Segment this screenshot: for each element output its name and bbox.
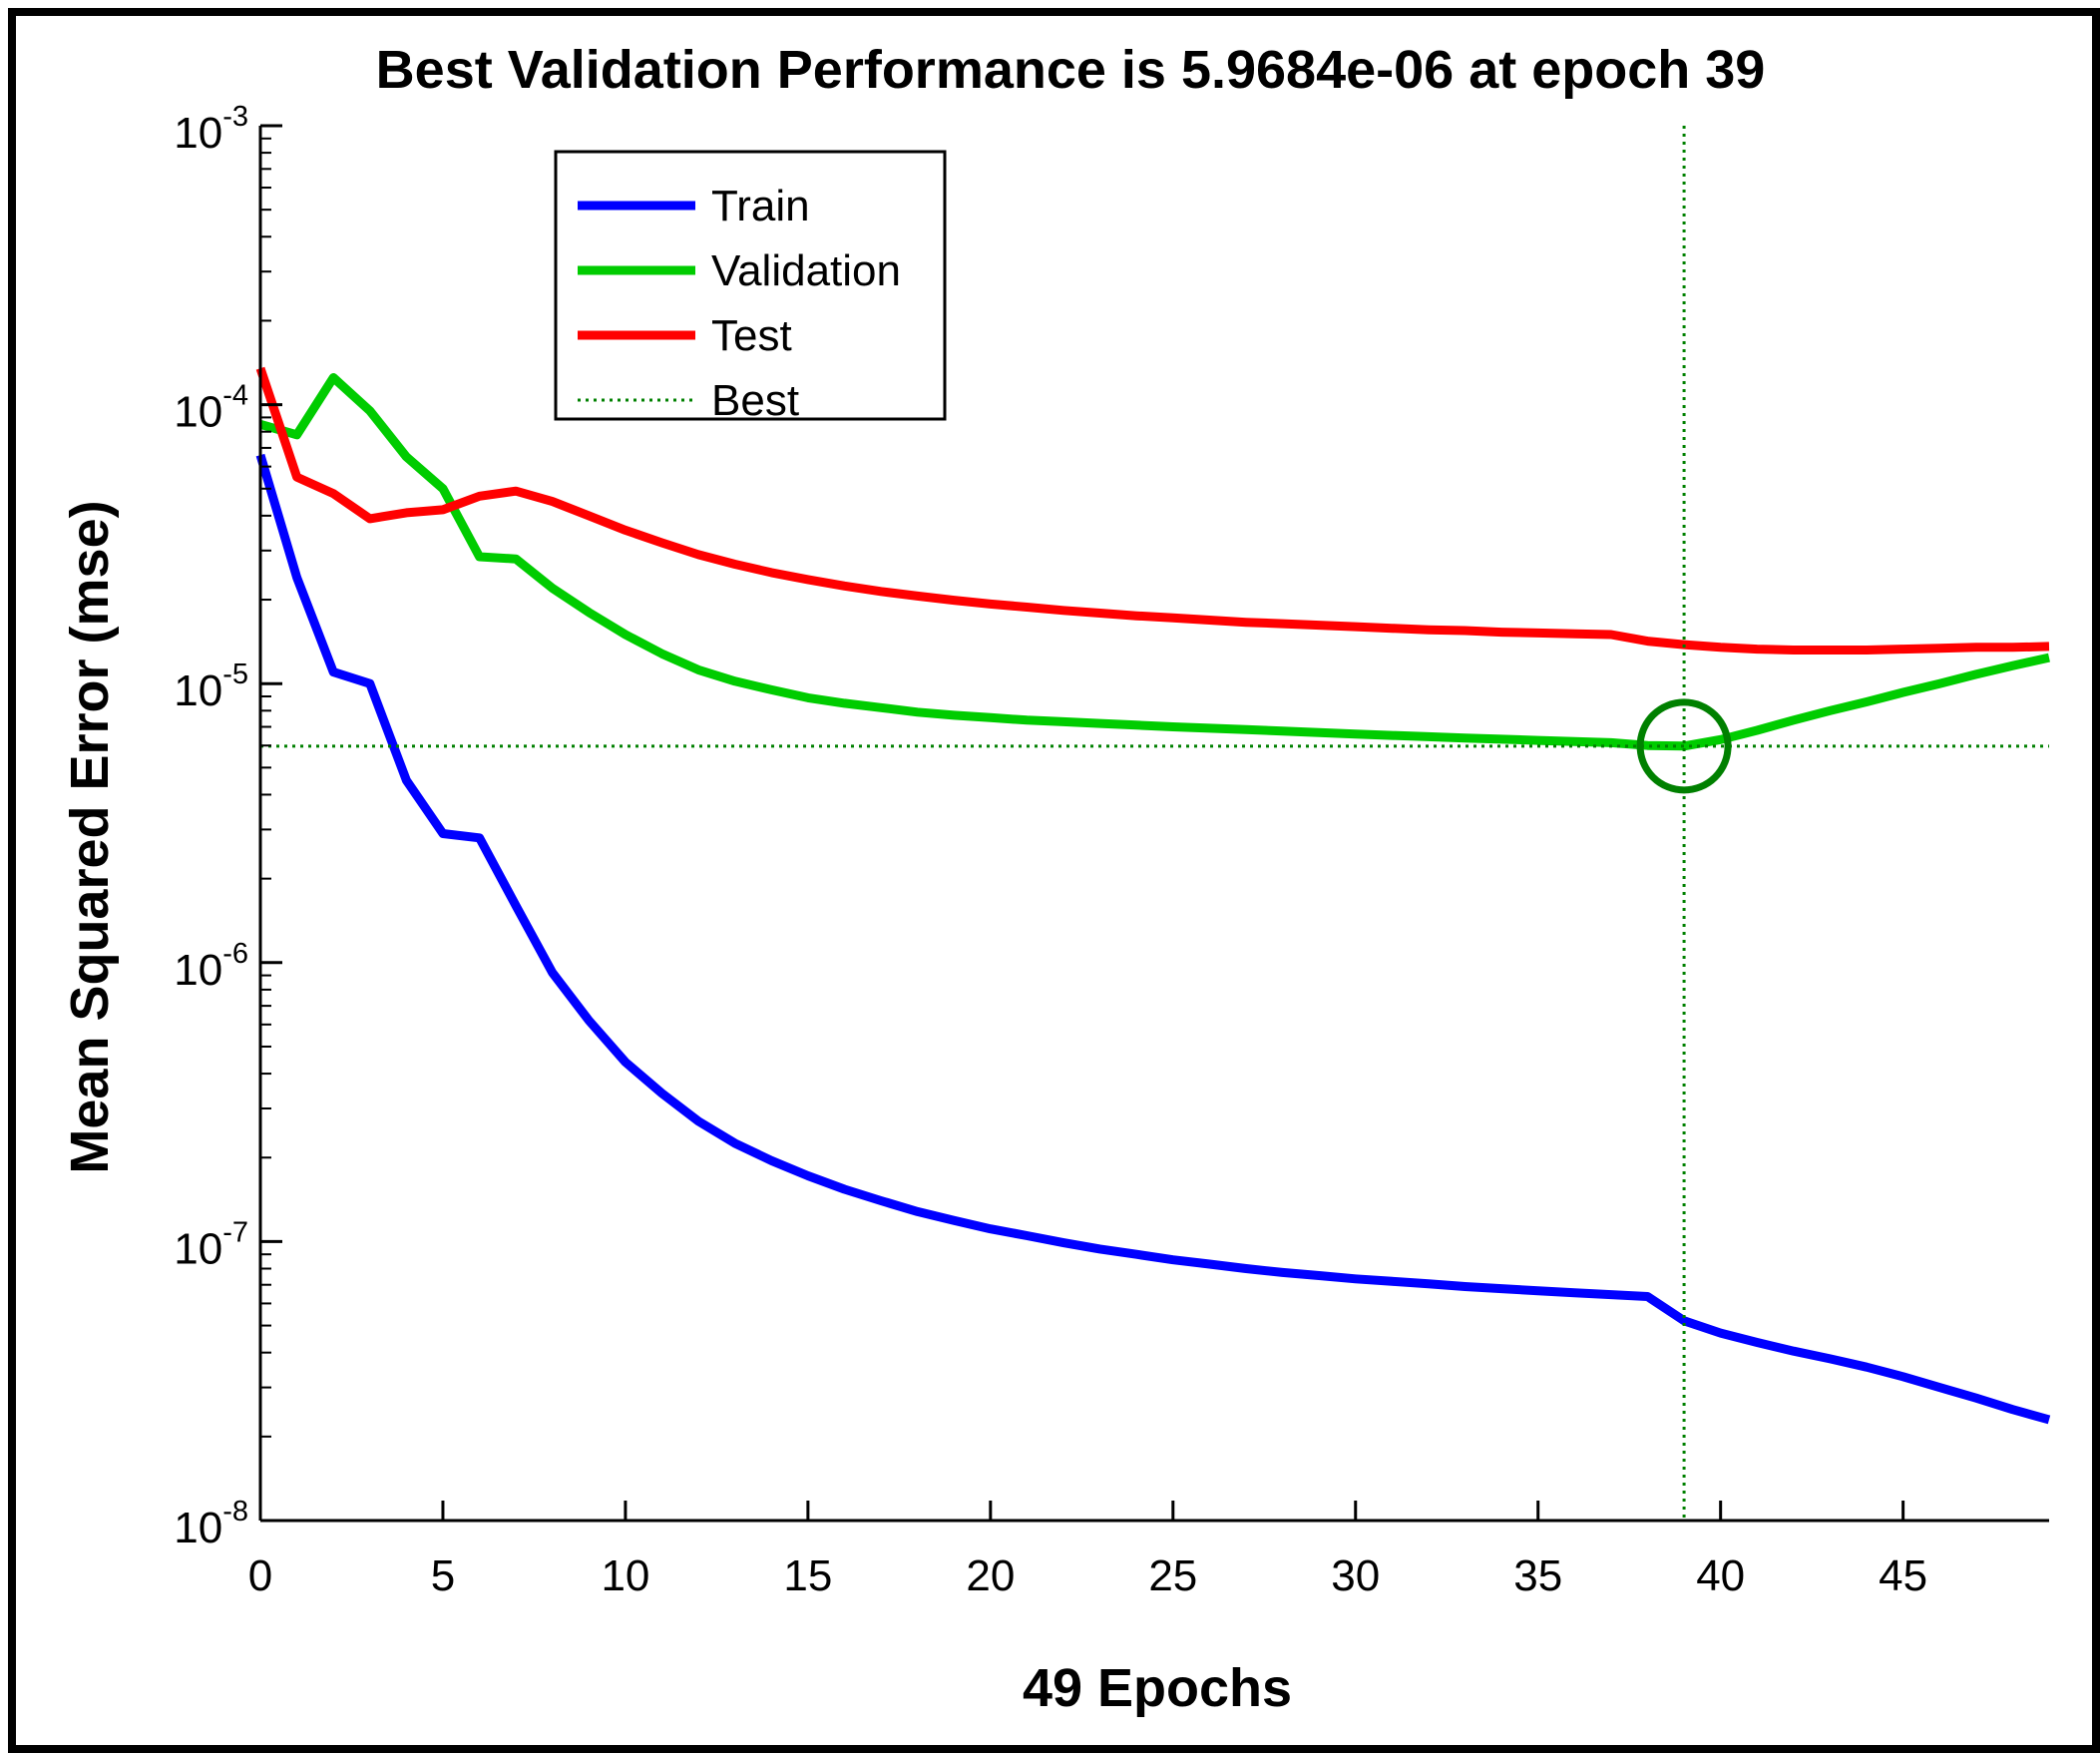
legend-label-train: Train (711, 182, 810, 230)
y-axis-label: Mean Squared Error (mse) (60, 500, 120, 1173)
y-tick-label: 10-3 (174, 101, 248, 158)
y-tick-label: 10-7 (174, 1216, 248, 1273)
series-line-validation (258, 373, 2050, 751)
x-tick-label: 25 (1148, 1551, 1197, 1600)
legend-label-best: Best (711, 376, 799, 425)
y-tick-label: 10-8 (174, 1496, 248, 1552)
chart-title: Best Validation Performance is 5.9684e-0… (376, 40, 1766, 100)
y-tick-label: 10-5 (174, 658, 248, 715)
x-tick-label: 15 (783, 1551, 832, 1600)
x-tick-label: 20 (966, 1551, 1015, 1600)
best-marker-circle (1636, 698, 1732, 794)
legend: Train Validation Test Best (554, 150, 947, 425)
performance-chart: Best Validation Performance is 5.9684e-0… (60, 40, 2051, 1718)
legend-label-test: Test (711, 311, 792, 360)
series-line-train (255, 453, 2051, 1425)
x-tick-label: 35 (1513, 1551, 1562, 1600)
y-tick-label: 10-6 (174, 938, 248, 995)
y-tick-label: 10-4 (174, 380, 248, 437)
x-tick-label: 5 (431, 1551, 455, 1600)
x-tick-label: 30 (1331, 1551, 1380, 1600)
x-tick-label: 45 (1879, 1551, 1927, 1600)
axes: 0 5 10 15 20 25 30 35 40 45 10-3 10-4 10-5 10-6 10-7 10… (174, 101, 2049, 1600)
x-tick-label: 10 (601, 1551, 649, 1600)
x-axis-label: 49 Epochs (1023, 1658, 1292, 1718)
legend-box (554, 150, 947, 421)
series-line-test (255, 366, 2050, 655)
legend-label-validation: Validation (711, 246, 901, 295)
plot-area (255, 126, 2051, 1521)
x-tick-label: 40 (1696, 1551, 1745, 1600)
figure-frame: Best Validation Performance is 5.9684e-0… (8, 8, 2100, 1753)
x-tick-label: 0 (248, 1551, 272, 1600)
